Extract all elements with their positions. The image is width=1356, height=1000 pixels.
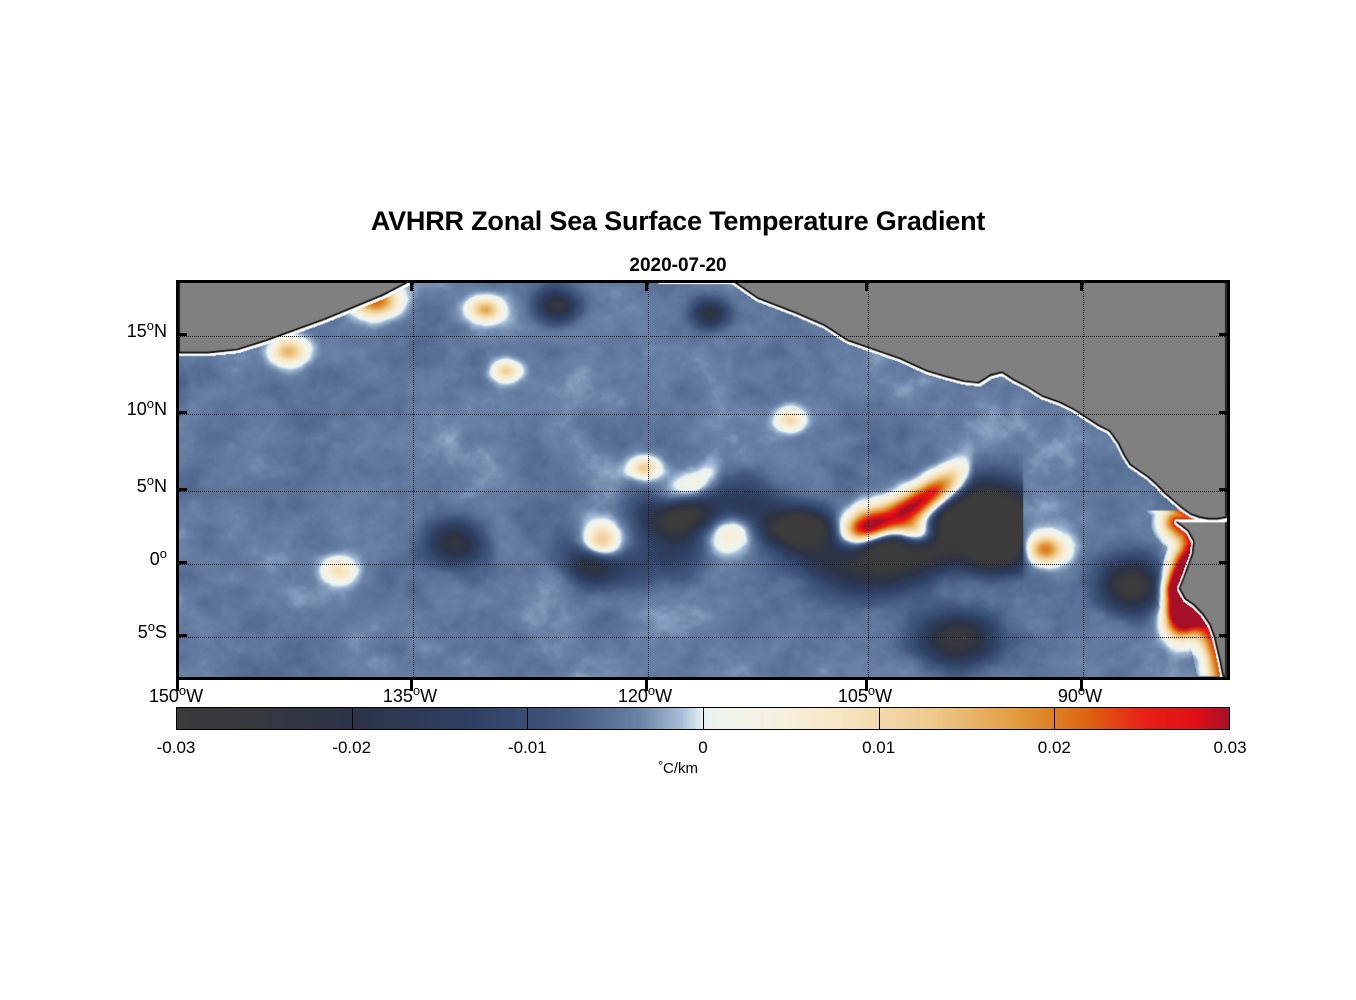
sst-gradient-field — [179, 283, 1227, 677]
tick-lat--5-right — [1219, 634, 1230, 637]
xtick-label-90: 90oW — [1057, 683, 1103, 706]
tick-lat-5-right — [1219, 488, 1230, 491]
colorbar-label--0.03: -0.03 — [156, 738, 196, 757]
colorbar-unit-label: °C/km — [657, 757, 699, 777]
colorbar-label-0: 0 — [698, 738, 708, 757]
xtick-label-135: 135oW — [382, 683, 438, 706]
colorbar-label-0.01: 0.01 — [862, 738, 896, 757]
tick-lat--5 — [176, 634, 187, 637]
xtick-label-150: 150oW — [148, 683, 204, 706]
tick-lon-135 — [410, 680, 413, 691]
figure-title: AVHRR Zonal Sea Surface Temperature Grad… — [370, 206, 986, 236]
figure-subtitle: 2020-07-20 — [629, 255, 727, 276]
ytick-label-5: 5oN — [136, 473, 167, 496]
tick-lat-10 — [176, 411, 187, 414]
colorbar-tick-0.02 — [1054, 707, 1056, 730]
ytick-label-10: 10oN — [126, 396, 167, 419]
tick-lon-90 — [1080, 680, 1083, 691]
ytick-label-15: 15oN — [126, 318, 167, 341]
ytick-label-0: 0o — [149, 546, 167, 569]
colorbar-tick-0.01 — [878, 707, 880, 730]
colorbar-label-0.02: 0.02 — [1037, 738, 1071, 757]
tick-lon-105-top — [865, 280, 868, 291]
tick-lon-150-top — [176, 280, 179, 291]
tick-lon-90-top — [1080, 280, 1083, 291]
tick-lat-15-right — [1219, 333, 1230, 336]
tick-lon-150 — [176, 680, 179, 691]
xtick-label-120: 120oW — [617, 683, 673, 706]
map-axes[interactable] — [176, 280, 1230, 680]
tick-lat-0 — [176, 561, 187, 564]
colorbar-tick--0.02 — [351, 707, 353, 730]
colorbar-label--0.02: -0.02 — [332, 738, 372, 757]
tick-lat-15 — [176, 333, 187, 336]
colorbar-label-0.03: 0.03 — [1213, 738, 1247, 757]
tick-lon-120-top — [645, 280, 648, 291]
sst-gradient-raster — [179, 283, 1227, 677]
ytick-label--5: 5oS — [137, 619, 167, 642]
xtick-label-105: 105oW — [837, 683, 893, 706]
tick-lon-105 — [865, 680, 868, 691]
tick-lon-120 — [645, 680, 648, 691]
tick-lon-135-top — [410, 280, 413, 291]
tick-lat-0-right — [1219, 561, 1230, 564]
tick-lat-5 — [176, 488, 187, 491]
tick-lat-10-right — [1219, 411, 1230, 414]
colorbar-label--0.01: -0.01 — [507, 738, 547, 757]
colorbar-tick--0.01 — [527, 707, 529, 730]
colorbar-tick-0 — [703, 707, 704, 730]
